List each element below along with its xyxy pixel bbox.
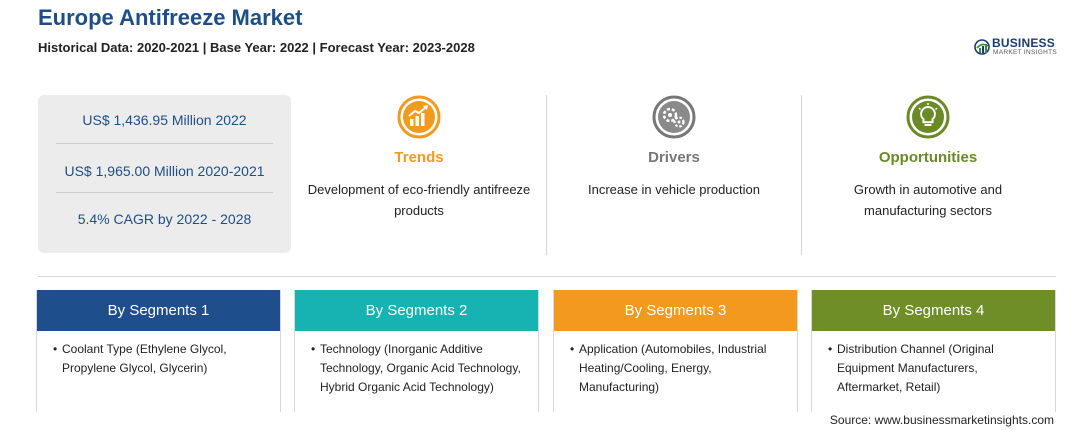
gears-icon <box>652 95 696 139</box>
card-title-drivers: Drivers <box>648 149 700 166</box>
section-divider <box>38 276 1056 277</box>
stat-market-size-historical: US$ 1,965.00 Million 2020-2021 <box>64 163 265 179</box>
lightbulb-icon <box>906 95 950 139</box>
bullet-icon: • <box>311 342 316 356</box>
logo-tagline: MARKET INSIGHTS <box>993 49 1057 56</box>
key-stats-panel: US$ 1,436.95 Million 2022 US$ 1,965.00 M… <box>38 95 291 253</box>
stat-cagr: 5.4% CAGR by 2022 - 2028 <box>77 211 252 227</box>
segment-card-2: By Segments 2 • Technology (Inorganic Ad… <box>294 290 539 412</box>
card-title-trends: Trends <box>394 149 444 166</box>
bullet-icon: • <box>570 342 575 356</box>
segment-text-2: Technology (Inorganic Additive Technolog… <box>320 342 521 394</box>
segment-header-4: By Segments 4 <box>812 290 1055 331</box>
page-title: Europe Antifreeze Market <box>38 5 303 30</box>
column-divider <box>801 95 802 255</box>
card-title-opportunities: Opportunities <box>878 149 978 166</box>
card-text-trends: Development of eco-friendly antifreeze p… <box>307 182 531 218</box>
segment-card-3: By Segments 3 • Application (Automobiles… <box>553 290 798 412</box>
source-credit: Source: www.businessmarketinsights.com <box>829 413 1054 427</box>
segment-card-4: By Segments 4 • Distribution Channel (Or… <box>811 290 1056 412</box>
stat-divider <box>56 143 273 144</box>
segment-header-2: By Segments 2 <box>295 290 538 331</box>
globe-logo-icon <box>974 39 990 55</box>
card-text-drivers: Increase in vehicle production <box>588 182 760 197</box>
logo-wordmark: BUSINESS <box>992 36 1055 50</box>
column-divider <box>546 95 547 255</box>
segment-text-4: Distribution Channel (Original Equipment… <box>837 342 994 394</box>
page-subtitle: Historical Data: 2020-2021 | Base Year: … <box>38 40 475 55</box>
segment-text-3: Application (Automobiles, Industrial Hea… <box>579 342 767 394</box>
trend-chart-icon <box>397 95 441 139</box>
bullet-icon: • <box>53 342 58 356</box>
segment-header-3: By Segments 3 <box>554 290 797 331</box>
brand-logo: BUSINESS MARKET INSIGHTS <box>974 36 1064 60</box>
bullet-icon: • <box>828 342 833 356</box>
stat-divider <box>56 192 273 193</box>
card-text-opportunities: Growth in automotive and manufacturing s… <box>853 182 1003 218</box>
segment-text-1: Coolant Type (Ethylene Glycol, Propylene… <box>62 342 227 375</box>
stat-market-size-2022: US$ 1,436.95 Million 2022 <box>82 112 247 128</box>
segment-header-1: By Segments 1 <box>37 290 280 331</box>
segment-card-1: By Segments 1 • Coolant Type (Ethylene G… <box>36 290 281 412</box>
